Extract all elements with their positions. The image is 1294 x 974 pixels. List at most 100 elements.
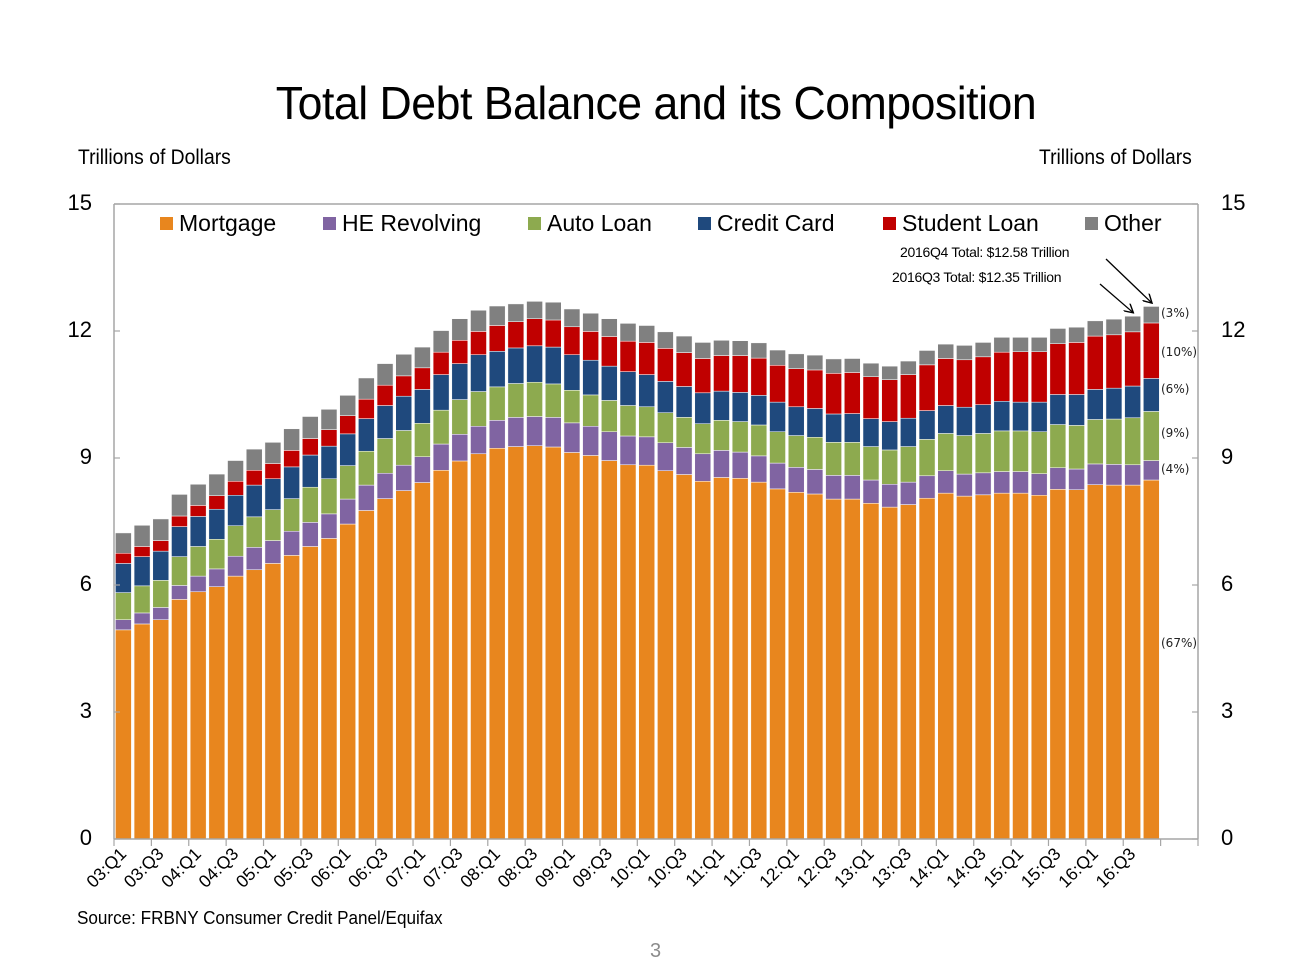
bar-stack bbox=[208, 473, 226, 840]
bar-segment-credit-card bbox=[731, 392, 749, 422]
bar-segment-student-loan bbox=[507, 321, 525, 349]
bar-segment-student-loan bbox=[825, 373, 842, 415]
bar-segment-student-loan bbox=[451, 340, 469, 364]
bar-segment-credit-card bbox=[937, 405, 954, 434]
bar-segment-he-revolving bbox=[488, 420, 506, 449]
bar-segment-other bbox=[563, 308, 581, 328]
bar-segment-auto-loan bbox=[171, 556, 188, 586]
bar-segment-credit-card bbox=[1143, 378, 1160, 412]
annotation-arrow bbox=[1099, 283, 1133, 312]
bar-segment-mortgage bbox=[956, 495, 973, 840]
bar-segment-other bbox=[133, 525, 151, 547]
bar-segment-auto-loan bbox=[1030, 431, 1048, 474]
bar-segment-credit-card bbox=[358, 418, 375, 452]
bar-segment-student-loan bbox=[133, 546, 151, 557]
bar-segment-student-loan bbox=[339, 415, 356, 435]
legend-item-he-revolving: HE Revolving bbox=[323, 210, 481, 237]
bar-stack bbox=[227, 460, 244, 840]
bar-segment-mortgage bbox=[245, 569, 263, 840]
x-tick-label: 06:Q1 bbox=[307, 844, 355, 892]
bar-segment-auto-loan bbox=[993, 430, 1011, 472]
bar-segment-auto-loan bbox=[451, 399, 469, 435]
annotation-total: 2016Q4 Total: $12.58 Trillion bbox=[900, 244, 1070, 260]
bar-segment-auto-loan bbox=[208, 539, 226, 570]
bar-segment-he-revolving bbox=[638, 436, 655, 466]
bar-segment-mortgage bbox=[974, 494, 992, 840]
bar-segment-mortgage bbox=[488, 448, 506, 840]
bar-segment-other bbox=[1087, 320, 1104, 337]
bar-segment-student-loan bbox=[731, 355, 749, 393]
bar-segment-other bbox=[862, 362, 880, 377]
bar-segment-credit-card bbox=[582, 359, 599, 396]
bar-segment-credit-card bbox=[208, 508, 226, 540]
x-tick-label: 08:Q3 bbox=[493, 844, 541, 892]
bar-stack bbox=[937, 343, 954, 840]
bar-segment-credit-card bbox=[227, 495, 244, 526]
annotation-arrow bbox=[1105, 258, 1151, 302]
bar-segment-credit-card bbox=[1105, 387, 1123, 420]
x-tick-label: 12:Q1 bbox=[755, 844, 803, 892]
x-tick-label: 14:Q3 bbox=[942, 844, 990, 892]
bar-segment-auto-loan bbox=[918, 439, 936, 477]
bar-segment-mortgage bbox=[451, 460, 469, 840]
bar-segment-mortgage bbox=[601, 460, 618, 840]
bar-segment-he-revolving bbox=[731, 451, 749, 479]
bar-segment-mortgage bbox=[1087, 484, 1104, 840]
bar-segment-other bbox=[507, 303, 525, 322]
bar-segment-he-revolving bbox=[825, 475, 842, 500]
bar-segment-auto-loan bbox=[619, 405, 637, 437]
bar-segment-credit-card bbox=[862, 418, 880, 447]
bar-segment-student-loan bbox=[414, 367, 431, 390]
bar-segment-mortgage bbox=[395, 490, 412, 840]
bar-stack bbox=[414, 346, 431, 840]
bar-segment-student-loan bbox=[844, 372, 861, 414]
bar-segment-mortgage bbox=[376, 498, 394, 840]
bar-stack bbox=[302, 416, 319, 840]
bar-segment-other bbox=[713, 340, 730, 356]
bar-segment-mortgage bbox=[563, 452, 581, 840]
bar-stack bbox=[395, 354, 412, 840]
bar-segment-he-revolving bbox=[694, 453, 712, 482]
bar-segment-credit-card bbox=[713, 390, 730, 421]
bar-segment-he-revolving bbox=[918, 475, 936, 499]
bar-segment-he-revolving bbox=[806, 469, 824, 495]
bar-segment-other bbox=[918, 350, 936, 366]
y-tick-label-left: 9 bbox=[79, 444, 92, 469]
bar-segment-credit-card bbox=[302, 454, 319, 488]
bar-segment-mortgage bbox=[675, 474, 693, 840]
x-tick-label: 14:Q1 bbox=[905, 844, 953, 892]
bar-stack bbox=[862, 362, 880, 840]
bar-segment-other bbox=[414, 346, 431, 369]
bar-segment-credit-card bbox=[638, 374, 655, 408]
annotation-arrows bbox=[1099, 258, 1151, 312]
bar-segment-credit-card bbox=[376, 405, 394, 439]
bar-segment-auto-loan bbox=[1087, 419, 1104, 465]
bar-segment-credit-card bbox=[470, 354, 487, 392]
bar-segment-he-revolving bbox=[133, 612, 151, 625]
bar-segment-auto-loan bbox=[320, 478, 338, 515]
bar-segment-auto-loan bbox=[227, 525, 244, 557]
bar-segment-auto-loan bbox=[825, 442, 842, 476]
bar-segment-credit-card bbox=[245, 484, 263, 518]
bar-stack bbox=[133, 525, 151, 840]
bar-segment-credit-card bbox=[451, 363, 469, 400]
x-tick-label: 13:Q3 bbox=[867, 844, 915, 892]
bar-segment-he-revolving bbox=[189, 575, 207, 593]
bar-segment-he-revolving bbox=[395, 464, 412, 491]
bar-segment-mortgage bbox=[881, 506, 898, 840]
bar-segment-he-revolving bbox=[339, 498, 356, 525]
bar-segment-other bbox=[339, 395, 356, 416]
bar-segment-auto-loan bbox=[638, 406, 655, 438]
legend-swatch bbox=[323, 217, 336, 230]
bar-stack bbox=[1105, 318, 1123, 840]
bar-segment-student-loan bbox=[526, 318, 543, 347]
bar-stack bbox=[432, 330, 450, 840]
bar-segment-credit-card bbox=[806, 408, 824, 438]
bar-segment-mortgage bbox=[787, 492, 805, 840]
bar-segment-he-revolving bbox=[1049, 467, 1067, 490]
bar-segment-mortgage bbox=[694, 481, 712, 840]
bar-segment-he-revolving bbox=[1124, 464, 1141, 486]
bar-segment-student-loan bbox=[974, 356, 992, 405]
bar-stack bbox=[1124, 315, 1141, 840]
x-tick-label: 07:Q1 bbox=[381, 844, 429, 892]
